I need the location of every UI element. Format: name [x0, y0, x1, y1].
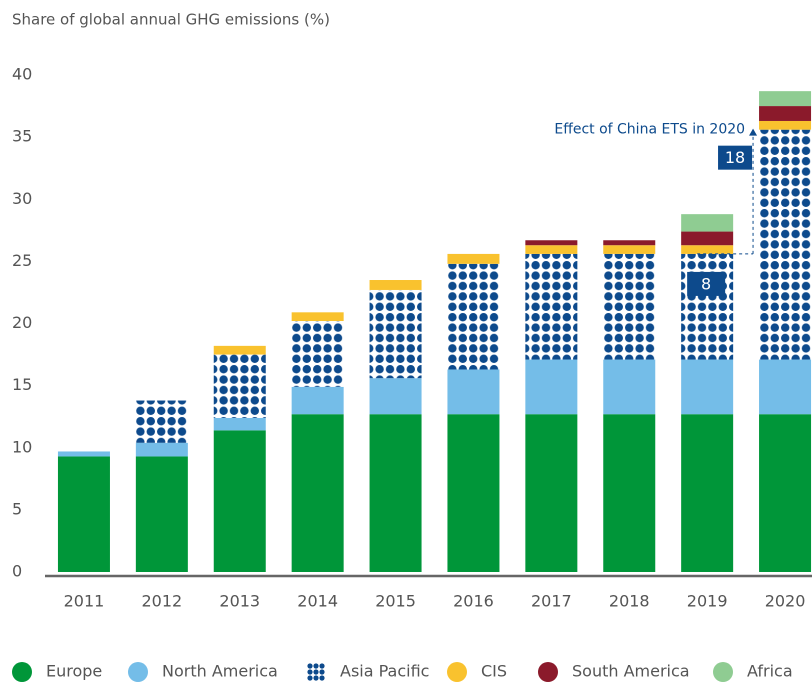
bar-segment	[447, 369, 500, 415]
bar-segment	[603, 359, 656, 415]
x-tick-label: 2011	[64, 592, 105, 611]
bar-segment	[603, 414, 656, 572]
y-tick-label: 40	[12, 65, 32, 84]
annotation-box	[718, 145, 753, 170]
y-tick-label: 15	[12, 375, 32, 394]
bar-segment	[291, 414, 344, 572]
legend-label: Europe	[46, 662, 102, 681]
legend-marker	[313, 669, 319, 675]
bar-segment	[525, 240, 578, 246]
bar-segment	[759, 106, 812, 121]
legend-marker	[307, 663, 313, 669]
x-tick-label: 2019	[687, 592, 728, 611]
legend-label: South America	[572, 662, 690, 681]
bar-segment	[525, 245, 578, 254]
bar-segment	[213, 430, 266, 572]
x-tick-label: 2014	[297, 592, 338, 611]
annotation: Effect of China ETS in 2020	[554, 122, 745, 138]
axis-title: Share of global annual GHG emissions (%)	[12, 11, 330, 29]
bar-segment	[57, 456, 110, 572]
bar-segment	[681, 359, 734, 415]
bar-segment	[681, 253, 734, 360]
y-tick-label: 30	[12, 189, 32, 208]
bar-segment	[369, 378, 422, 415]
bar-segment	[135, 400, 188, 443]
bar-segment	[681, 214, 734, 232]
x-tick-label: 2015	[375, 592, 416, 611]
bar-segment	[603, 240, 656, 246]
bar-segment	[759, 129, 812, 360]
x-tick-label: 2020	[765, 592, 806, 611]
y-tick-label: 25	[12, 251, 32, 270]
bar-segment	[759, 120, 812, 130]
bar-segment	[291, 386, 344, 415]
y-tick-label: 5	[12, 499, 22, 518]
bar-segment	[213, 417, 266, 431]
bar-segment	[369, 289, 422, 379]
bar-segment	[759, 359, 812, 415]
bar-segment	[681, 245, 734, 254]
bar-segment	[759, 414, 812, 572]
x-tick-label: 2017	[531, 592, 572, 611]
y-tick-label: 10	[12, 437, 32, 456]
bar-segment	[57, 451, 110, 457]
bar-segment	[447, 263, 500, 370]
annotation: 18	[725, 148, 745, 167]
bar-segment	[681, 231, 734, 246]
legend-marker	[319, 669, 325, 675]
annotation-arrow	[749, 128, 758, 136]
bar-segment	[603, 245, 656, 254]
bar-segment	[447, 414, 500, 572]
legend-label: North America	[162, 662, 278, 681]
bar-segment	[213, 354, 266, 418]
legend-marker	[313, 675, 319, 681]
x-tick-label: 2016	[453, 592, 494, 611]
bar-segment	[681, 414, 734, 572]
legend-label: CIS	[481, 662, 507, 681]
legend-marker	[538, 662, 558, 682]
x-tick-label: 2013	[219, 592, 260, 611]
bar-segment	[213, 345, 266, 355]
y-tick-label: 20	[12, 313, 32, 332]
legend-marker	[313, 663, 319, 669]
legend-marker	[319, 675, 325, 681]
legend-marker	[713, 662, 733, 682]
bar-segment	[369, 280, 422, 290]
bar-segment	[525, 359, 578, 415]
bar-segment	[525, 253, 578, 360]
legend-label: Asia Pacific	[340, 662, 429, 681]
bar-segment	[291, 321, 344, 387]
legend-marker	[307, 675, 313, 681]
bar-segment	[369, 414, 422, 572]
bar-segment	[759, 91, 812, 107]
y-tick-label: 35	[12, 127, 32, 146]
legend-marker	[447, 662, 467, 682]
bar-segment	[603, 253, 656, 360]
x-tick-label: 2018	[609, 592, 650, 611]
bar-segment	[135, 442, 188, 457]
legend-label: Africa	[747, 662, 793, 681]
bar-segment	[291, 312, 344, 322]
annotation-box	[687, 271, 726, 296]
x-tick-label: 2012	[141, 592, 182, 611]
bar-segment	[525, 414, 578, 572]
legend-marker	[307, 669, 313, 675]
bar-segment	[447, 253, 500, 264]
bar-segment	[135, 456, 188, 572]
legend-marker	[319, 663, 325, 669]
legend-marker	[128, 662, 148, 682]
annotation: 8	[701, 274, 711, 293]
legend-marker	[12, 662, 32, 682]
y-tick-label: 0	[12, 562, 22, 581]
